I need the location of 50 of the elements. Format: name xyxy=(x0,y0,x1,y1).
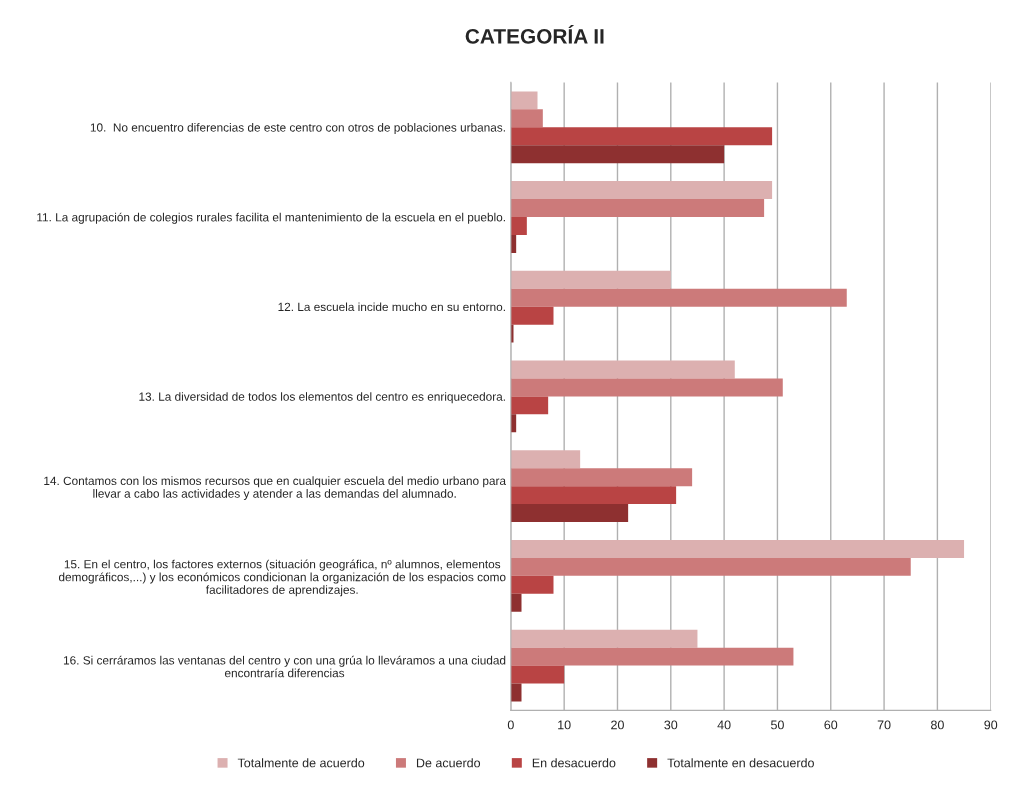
y-tick-label: 12. La escuela incide mucho en su entorno. xyxy=(278,302,505,312)
bar xyxy=(510,629,698,648)
bar xyxy=(510,378,783,397)
bar xyxy=(510,575,554,594)
bar xyxy=(510,683,522,702)
bar xyxy=(510,665,565,684)
x-tick-label: 80 xyxy=(930,720,944,730)
x-tick-label: 70 xyxy=(877,720,891,730)
bar xyxy=(510,288,847,307)
bar xyxy=(510,450,581,469)
x-tick-label: 0 xyxy=(507,720,514,730)
y-tick-label: 14. Contamos con los mismos recursos que en cualquier escuela del medio urbano para llevar a cabo las actividades y atender a las demandas del alumnado. xyxy=(44,476,507,501)
chart-title: CATEGORÍA II xyxy=(465,25,604,44)
bar xyxy=(510,486,677,505)
bar xyxy=(510,234,517,253)
y-tick-label: 11. La agrupación de colegios rurales facilita el mantenimiento de la escuela en el pueblo. xyxy=(37,212,505,224)
y-tick-label: 15. En el centro, los factores externos (situación geográfica, nº alumnos, elementos demográficos,...) y los económicos condicionan la organización de los espacios como facilitadores de aprendizajes. xyxy=(58,559,506,597)
bar xyxy=(510,539,965,558)
x-tick-label: 50 xyxy=(770,720,784,730)
bar xyxy=(510,414,517,433)
bar xyxy=(510,468,693,487)
legend-label: Totalmente de acuerdo xyxy=(237,758,365,768)
x-tick-label: 40 xyxy=(717,720,731,730)
bar xyxy=(510,504,629,523)
bar xyxy=(510,91,538,110)
legend-label: De acuerdo xyxy=(416,758,481,768)
x-tick-label: 10 xyxy=(558,720,571,730)
bar xyxy=(510,593,522,612)
bar xyxy=(510,199,765,217)
legend-label: En desacuerdo xyxy=(532,758,616,768)
bar xyxy=(510,557,911,576)
bar xyxy=(510,396,549,415)
y-tick-label: 10. No encuentro diferencias de este centro con otros de poblaciones urbanas. xyxy=(90,123,505,135)
x-tick-label: 60 xyxy=(824,720,838,730)
bar xyxy=(510,360,735,379)
bar xyxy=(510,306,554,325)
y-tick-label: 16. Si cerráramos las ventanas del centro y con una grúa lo lleváramos a una ciudad encontraría diferencias xyxy=(63,655,506,678)
legend-label: Totalmente en desacuerdo xyxy=(667,758,814,768)
y-tick-label: 13. La diversidad de todos los elementos del centro es enriquecedora. xyxy=(139,392,505,404)
bar xyxy=(510,270,671,289)
bar xyxy=(510,647,794,666)
bar xyxy=(510,181,773,200)
x-tick-label: 30 xyxy=(664,720,678,730)
bar xyxy=(510,217,527,235)
bar xyxy=(510,324,514,343)
bar xyxy=(510,109,543,128)
x-tick-label: 90 xyxy=(984,720,998,730)
x-tick-label: 20 xyxy=(611,720,624,730)
bar xyxy=(510,145,725,164)
bar xyxy=(510,127,773,146)
